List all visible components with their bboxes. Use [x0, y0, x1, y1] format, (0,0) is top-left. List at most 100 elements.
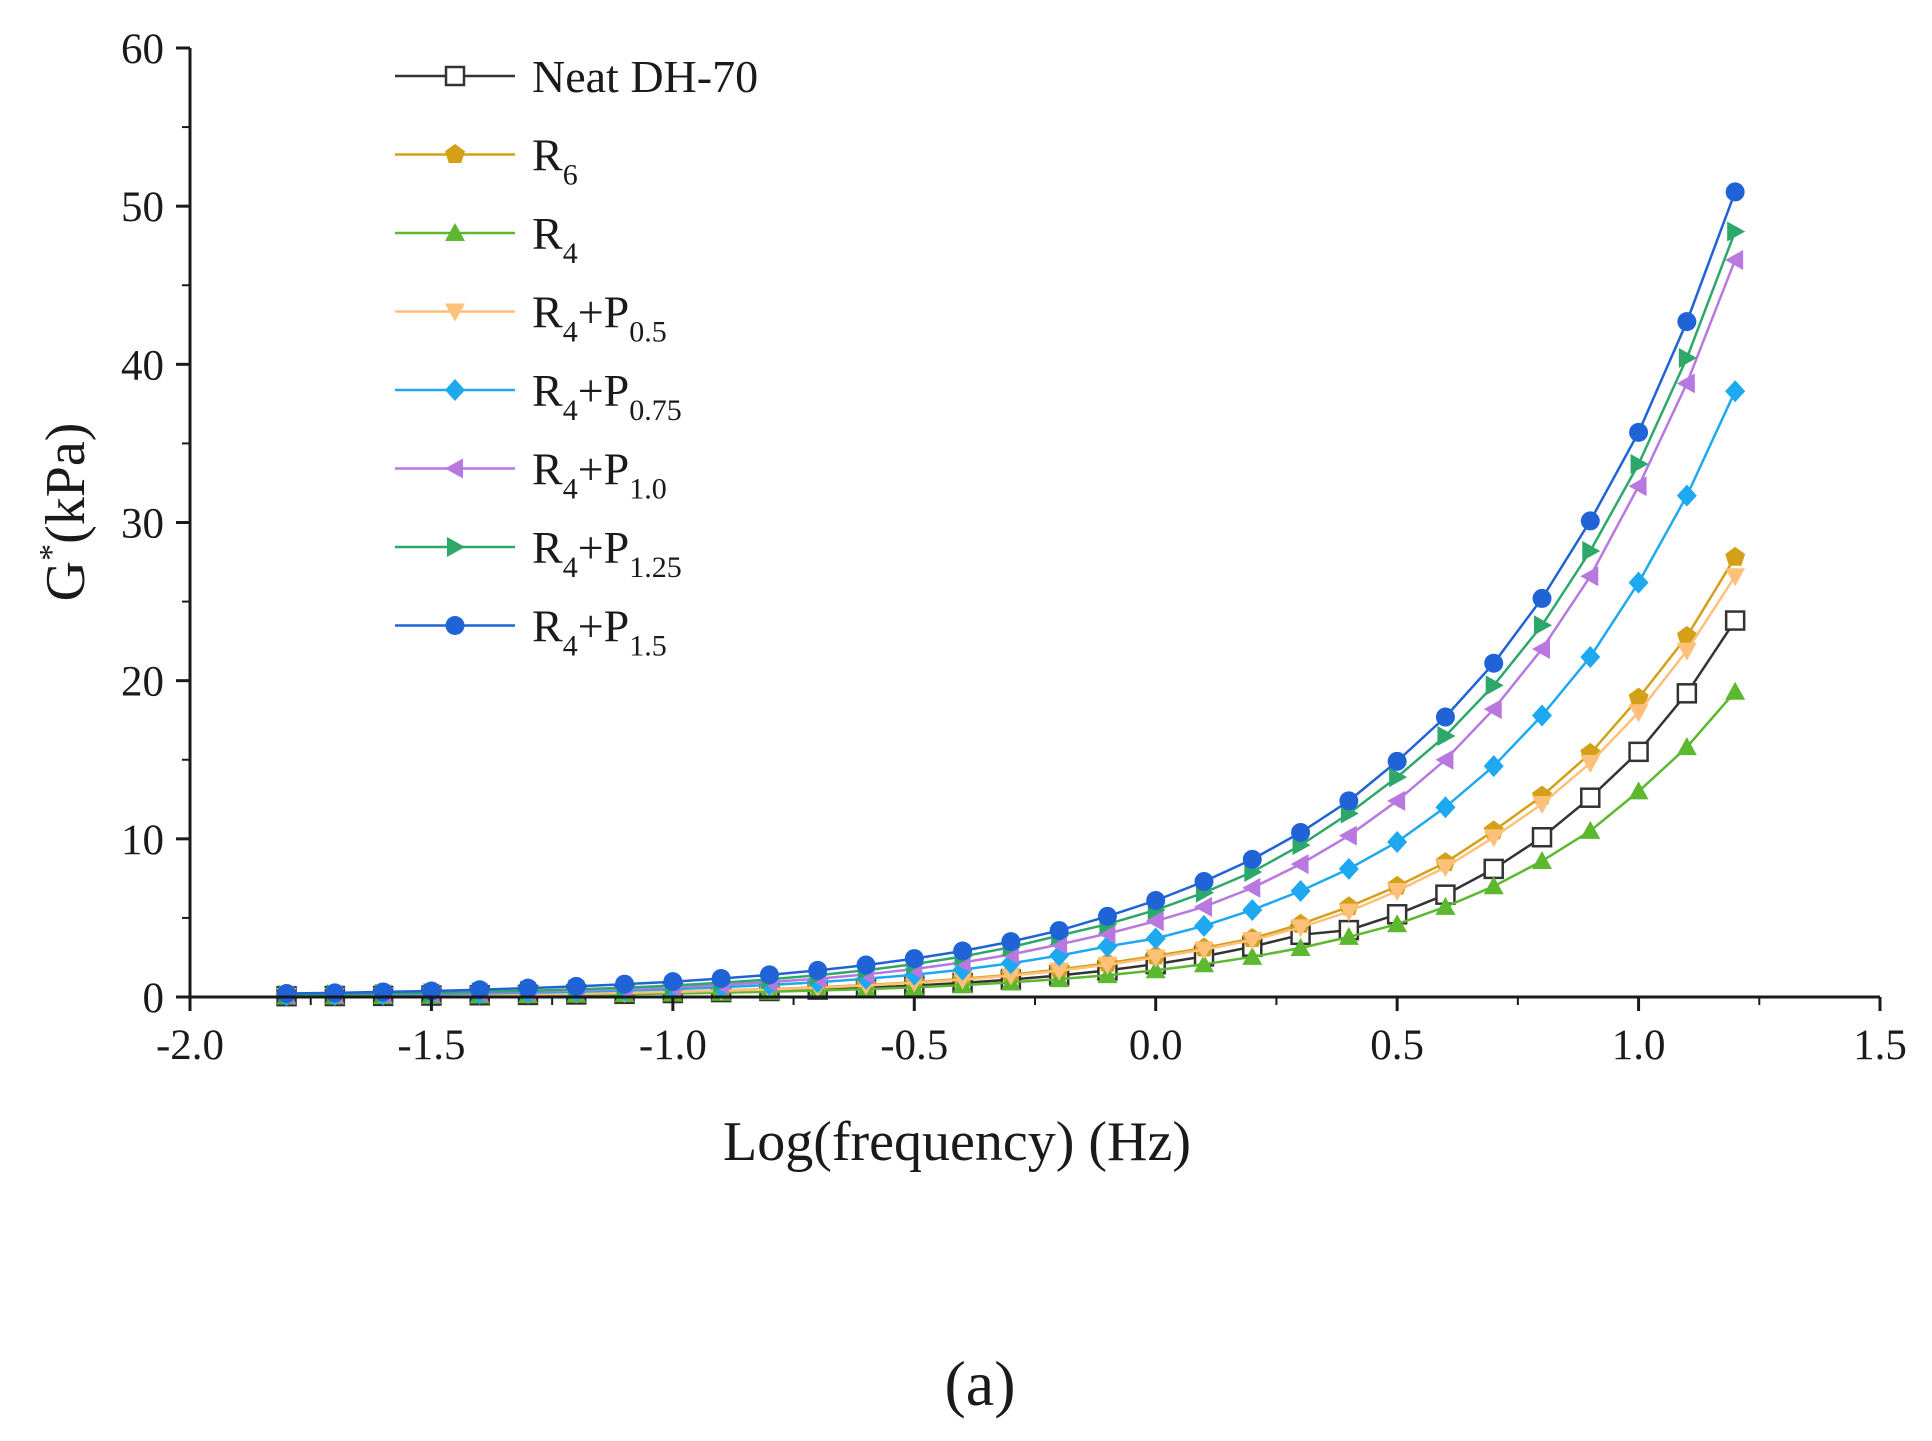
legend-label: R4+P0.75 [532, 365, 682, 427]
data-point-r4 [1387, 914, 1408, 933]
legend: Neat DH-70 R6 R4 R4+P0.5 R4+P0.75 R4+P1.0 R4+P… [395, 51, 758, 663]
data-point-r4-p1-5 [1097, 906, 1117, 926]
data-point-r4-p1-5 [1194, 872, 1214, 892]
data-point-r4-p1-5 [1580, 511, 1600, 531]
legend-marker [445, 223, 465, 241]
data-point-neat-dh-70 [1676, 683, 1698, 704]
data-point-r4-p1-5 [1532, 588, 1552, 608]
data-point-r4-p1-25 [1534, 615, 1552, 636]
data-point-r4-p1-5 [373, 982, 393, 1002]
data-point-r4-p1-0 [1194, 896, 1212, 917]
data-point-neat-dh-70 [1724, 610, 1746, 631]
data-point-r4-p1-0 [1097, 923, 1116, 944]
data-point-r4-p1-25 [1630, 453, 1649, 474]
legend-item-r4-p1-5: R4+P1.5 [395, 601, 667, 663]
legend-marker [445, 144, 465, 163]
data-point-r4 [1532, 850, 1552, 869]
legend-label: Neat DH-70 [532, 51, 758, 102]
data-point-r4-p1-25 [1437, 726, 1456, 747]
series-r4-p1-0 [276, 249, 1744, 1006]
data-point-r4-p0-75 [1145, 927, 1166, 950]
y-tick-label: 10 [121, 817, 164, 864]
data-point-r4-p1-0 [1387, 790, 1406, 811]
data-point-r4-p1-5 [277, 984, 297, 1004]
data-point-neat-dh-70 [1628, 741, 1649, 763]
x-ticks: -2.0 -1.5 -1.0 -0.5 0.0 0.5 1.0 1.5 [156, 997, 1907, 1069]
data-point-r6 [1628, 687, 1649, 707]
data-point-r4-p1-0 [1532, 639, 1550, 660]
data-point-r4 [1435, 896, 1456, 915]
legend-label: R4+P0.5 [532, 287, 667, 349]
x-tick-label: -0.5 [880, 1022, 948, 1069]
data-point-r4-p0-5 [1290, 919, 1311, 938]
data-point-r4-p1-0 [1435, 749, 1454, 770]
data-point-r4-p1-25 [1485, 675, 1504, 696]
data-point-r4-p1-5 [711, 968, 731, 988]
data-point-r4-p1-5 [1049, 921, 1069, 941]
data-point-r4-p1-5 [1242, 849, 1262, 869]
data-point-r4-p0-5 [1628, 704, 1649, 723]
data-point-r4-p0-75 [1242, 899, 1263, 922]
data-point-r4-p1-5 [1484, 653, 1504, 673]
y-axis-title-unit: (kPa) [35, 423, 97, 544]
data-point-r4-p1-25 [1727, 221, 1746, 242]
legend-item-r4: R4 [395, 208, 578, 270]
data-point-r4-p1-5 [663, 972, 683, 992]
data-point-r4-p1-0 [1338, 825, 1357, 846]
data-point-r4-p0-75 [1194, 914, 1214, 937]
data-point-neat-dh-70 [1483, 858, 1504, 880]
data-point-r4 [1628, 781, 1649, 800]
series-layer [276, 182, 1746, 1007]
legend-item-r4-p0-5: R4+P0.5 [395, 287, 667, 349]
data-point-r4-p1-5 [953, 941, 973, 961]
x-tick-label: 0.5 [1370, 1022, 1424, 1069]
series-r4-p1-5 [277, 182, 1745, 1004]
data-point-r4-p1-0 [1290, 854, 1309, 875]
legend-marker [445, 616, 465, 635]
data-point-r4-p1-5 [1146, 891, 1166, 911]
legend-marker [444, 65, 466, 87]
data-point-r4 [1483, 876, 1504, 895]
data-point-r4-p1-5 [808, 960, 828, 980]
data-point-r4-p0-5 [1676, 642, 1697, 661]
y-tick-label: 50 [121, 184, 164, 231]
y-ticks: 0 10 20 30 40 50 60 [121, 26, 190, 1022]
data-point-r6 [1725, 546, 1746, 566]
data-point-r4-p0-75 [1290, 880, 1311, 903]
legend-label: R4+P1.5 [532, 601, 667, 663]
y-tick-label: 40 [121, 342, 164, 389]
x-tick-label: -1.5 [397, 1022, 465, 1069]
data-point-r4-p1-0 [1628, 476, 1647, 497]
data-point-r4-p1-0 [1145, 911, 1164, 932]
data-point-r6 [1676, 625, 1697, 645]
legend-marker [447, 537, 465, 557]
legend-item-r4-p1-25: R4+P1.25 [395, 522, 682, 584]
y-axis-title: G*(kPa) [33, 423, 97, 602]
data-point-r4-p1-5 [856, 955, 876, 975]
y-axis-title-sup: * [33, 544, 70, 561]
legend-label: R4+P1.25 [532, 522, 682, 584]
data-point-r4-p1-5 [1725, 182, 1745, 202]
data-point-r4-p1-0 [1242, 877, 1261, 898]
data-point-r4 [1290, 937, 1311, 956]
data-point-r4-p0-75 [1435, 796, 1456, 819]
data-point-r4-p0-5 [1725, 568, 1746, 587]
series-r4-p1-25 [278, 221, 1746, 1005]
x-tick-label: -1.0 [639, 1022, 707, 1069]
x-tick-label: -2.0 [156, 1022, 224, 1069]
data-point-r4-p0-5 [1338, 903, 1359, 922]
legend-label: R4 [532, 208, 578, 270]
data-point-r4-p0-5 [1097, 956, 1118, 975]
data-point-r4-p0-75 [1676, 484, 1697, 507]
data-point-r4 [1145, 960, 1166, 979]
x-tick-label: 0.0 [1129, 1022, 1183, 1069]
data-point-r4-p1-5 [1291, 823, 1311, 843]
data-point-r4-p1-5 [1339, 791, 1359, 811]
data-point-r4-p1-5 [759, 965, 779, 985]
data-point-r4-p0-5 [1483, 829, 1504, 848]
y-tick-label: 60 [121, 26, 164, 73]
data-point-r4-p0-5 [1435, 859, 1456, 878]
data-point-r4-p0-5 [1145, 949, 1166, 968]
legend-item-r4-p1-0: R4+P1.0 [395, 444, 667, 506]
